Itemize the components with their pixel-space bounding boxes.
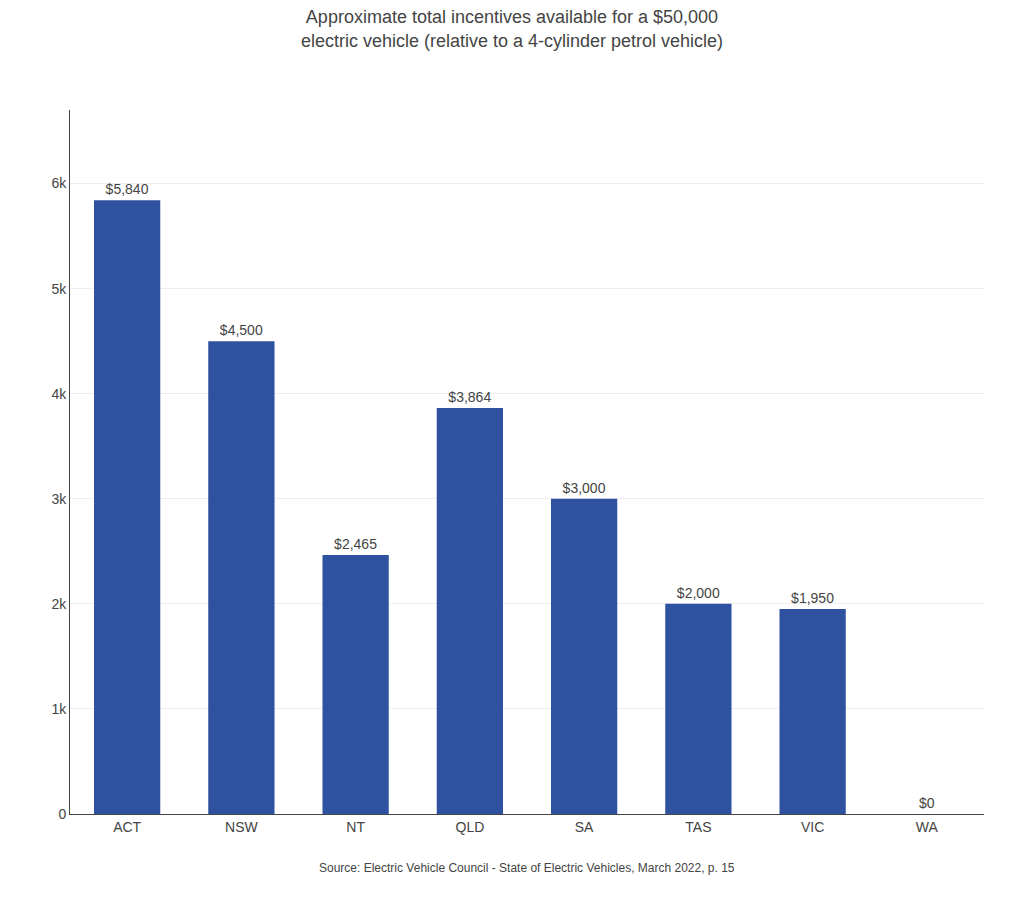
- svg-text:3k: 3k: [51, 491, 67, 507]
- svg-text:$5,840: $5,840: [106, 181, 149, 197]
- svg-text:0: 0: [58, 806, 66, 822]
- svg-text:NSW: NSW: [225, 819, 258, 835]
- svg-text:VIC: VIC: [801, 819, 824, 835]
- svg-text:$2,000: $2,000: [677, 585, 720, 601]
- svg-text:2k: 2k: [51, 596, 67, 612]
- svg-text:Source: Electric Vehicle Counc: Source: Electric Vehicle Council - State…: [319, 861, 735, 875]
- svg-text:$3,000: $3,000: [563, 480, 606, 496]
- svg-text:QLD: QLD: [455, 819, 484, 835]
- svg-text:$1,950: $1,950: [791, 590, 834, 606]
- svg-text:TAS: TAS: [685, 819, 711, 835]
- svg-text:NT: NT: [346, 819, 365, 835]
- svg-text:Approximate total incentives a: Approximate total incentives available f…: [301, 7, 723, 50]
- svg-text:$2,465: $2,465: [334, 536, 377, 552]
- svg-text:6k: 6k: [51, 175, 67, 191]
- svg-text:$0: $0: [919, 795, 935, 811]
- svg-text:ACT: ACT: [113, 819, 141, 835]
- svg-text:$3,864: $3,864: [448, 389, 491, 405]
- svg-text:1k: 1k: [51, 701, 67, 717]
- svg-text:5k: 5k: [51, 281, 67, 297]
- svg-text:$4,500: $4,500: [220, 322, 263, 338]
- svg-text:SA: SA: [575, 819, 594, 835]
- svg-text:WA: WA: [916, 819, 939, 835]
- svg-text:4k: 4k: [51, 386, 67, 402]
